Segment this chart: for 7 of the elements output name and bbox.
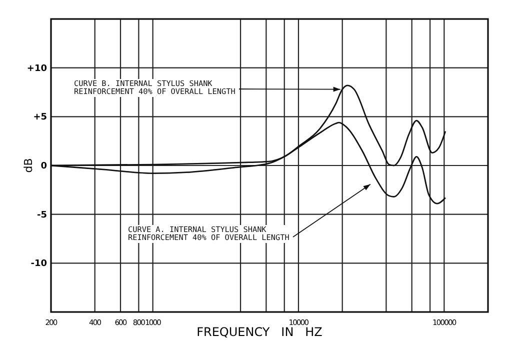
y-tick-label: +10 (26, 64, 47, 74)
x-axis-title: FREQUENCY IN HZ (196, 325, 322, 339)
y-tick-label: -10 (30, 259, 47, 270)
y-axis-title: dB (22, 158, 35, 173)
y-tick-label: +5 (33, 112, 47, 123)
y-tick-label: -5 (37, 210, 47, 220)
y-tick-label: 0 (40, 162, 47, 172)
